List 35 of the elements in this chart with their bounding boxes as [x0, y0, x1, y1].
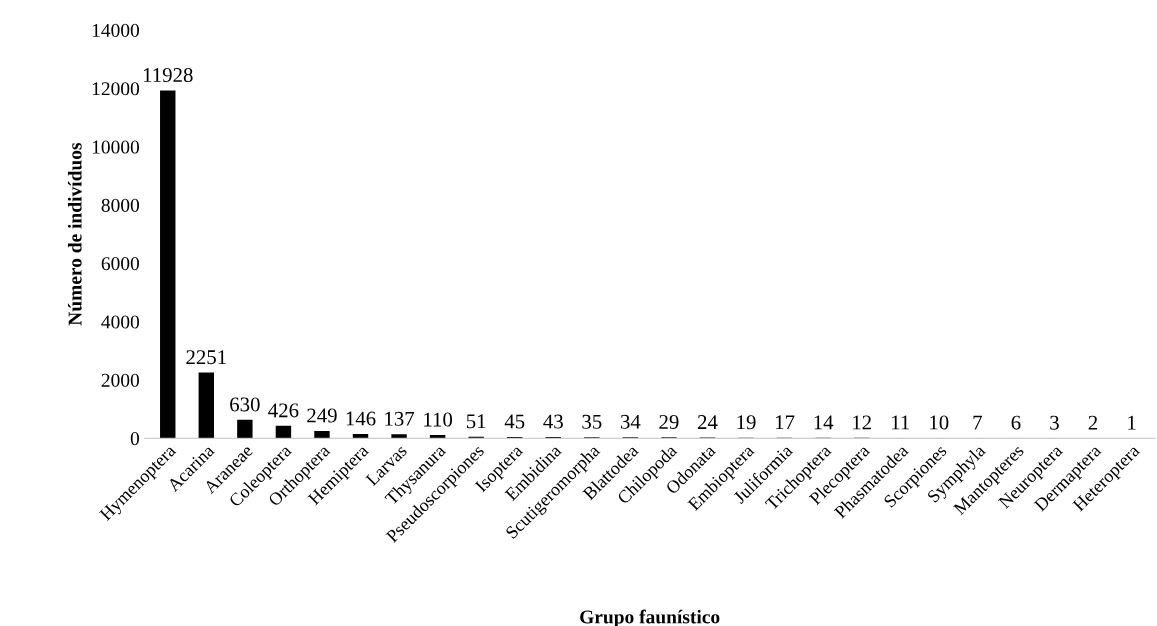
data-label: 7 [973, 415, 982, 430]
y-tick-label: 6000 [101, 257, 140, 271]
data-label: 6 [1011, 415, 1021, 430]
data-label: 249 [307, 408, 337, 423]
data-label: 630 [230, 397, 260, 412]
data-label: 17 [776, 415, 795, 430]
data-label: 24 [697, 415, 718, 429]
y-tick-label: 10000 [92, 140, 140, 154]
y-tick-label: 12000 [92, 82, 140, 96]
y-tick-label: 4000 [101, 315, 140, 329]
data-label: 19 [737, 415, 756, 430]
y-tick-label: 14000 [92, 23, 140, 37]
data-label: 2251 [186, 350, 226, 365]
data-label: 426 [268, 403, 299, 418]
y-axis-title: Número de indivíduos [67, 142, 82, 326]
data-label: 35 [582, 414, 602, 429]
data-label: 11928 [143, 68, 193, 83]
data-label: 11 [892, 415, 910, 430]
data-label: 43 [543, 414, 563, 429]
data-label: 146 [346, 411, 376, 426]
y-tick-label: 8000 [101, 198, 140, 212]
y-tick-label: 0 [130, 432, 140, 446]
data-label: 51 [466, 414, 486, 429]
data-label: 34 [620, 414, 641, 429]
data-label: 3 [1050, 415, 1059, 430]
data-label: 45 [504, 414, 525, 429]
data-label: 137 [385, 411, 415, 426]
data-label: 10 [930, 415, 949, 430]
data-label: 1 [1128, 415, 1136, 430]
data-label: 2 [1088, 415, 1098, 430]
data-label: 110 [424, 412, 453, 427]
data-label: 12 [853, 415, 871, 430]
data-label: 29 [659, 414, 679, 429]
y-tick-label: 2000 [101, 373, 140, 387]
data-label: 14 [814, 415, 834, 430]
